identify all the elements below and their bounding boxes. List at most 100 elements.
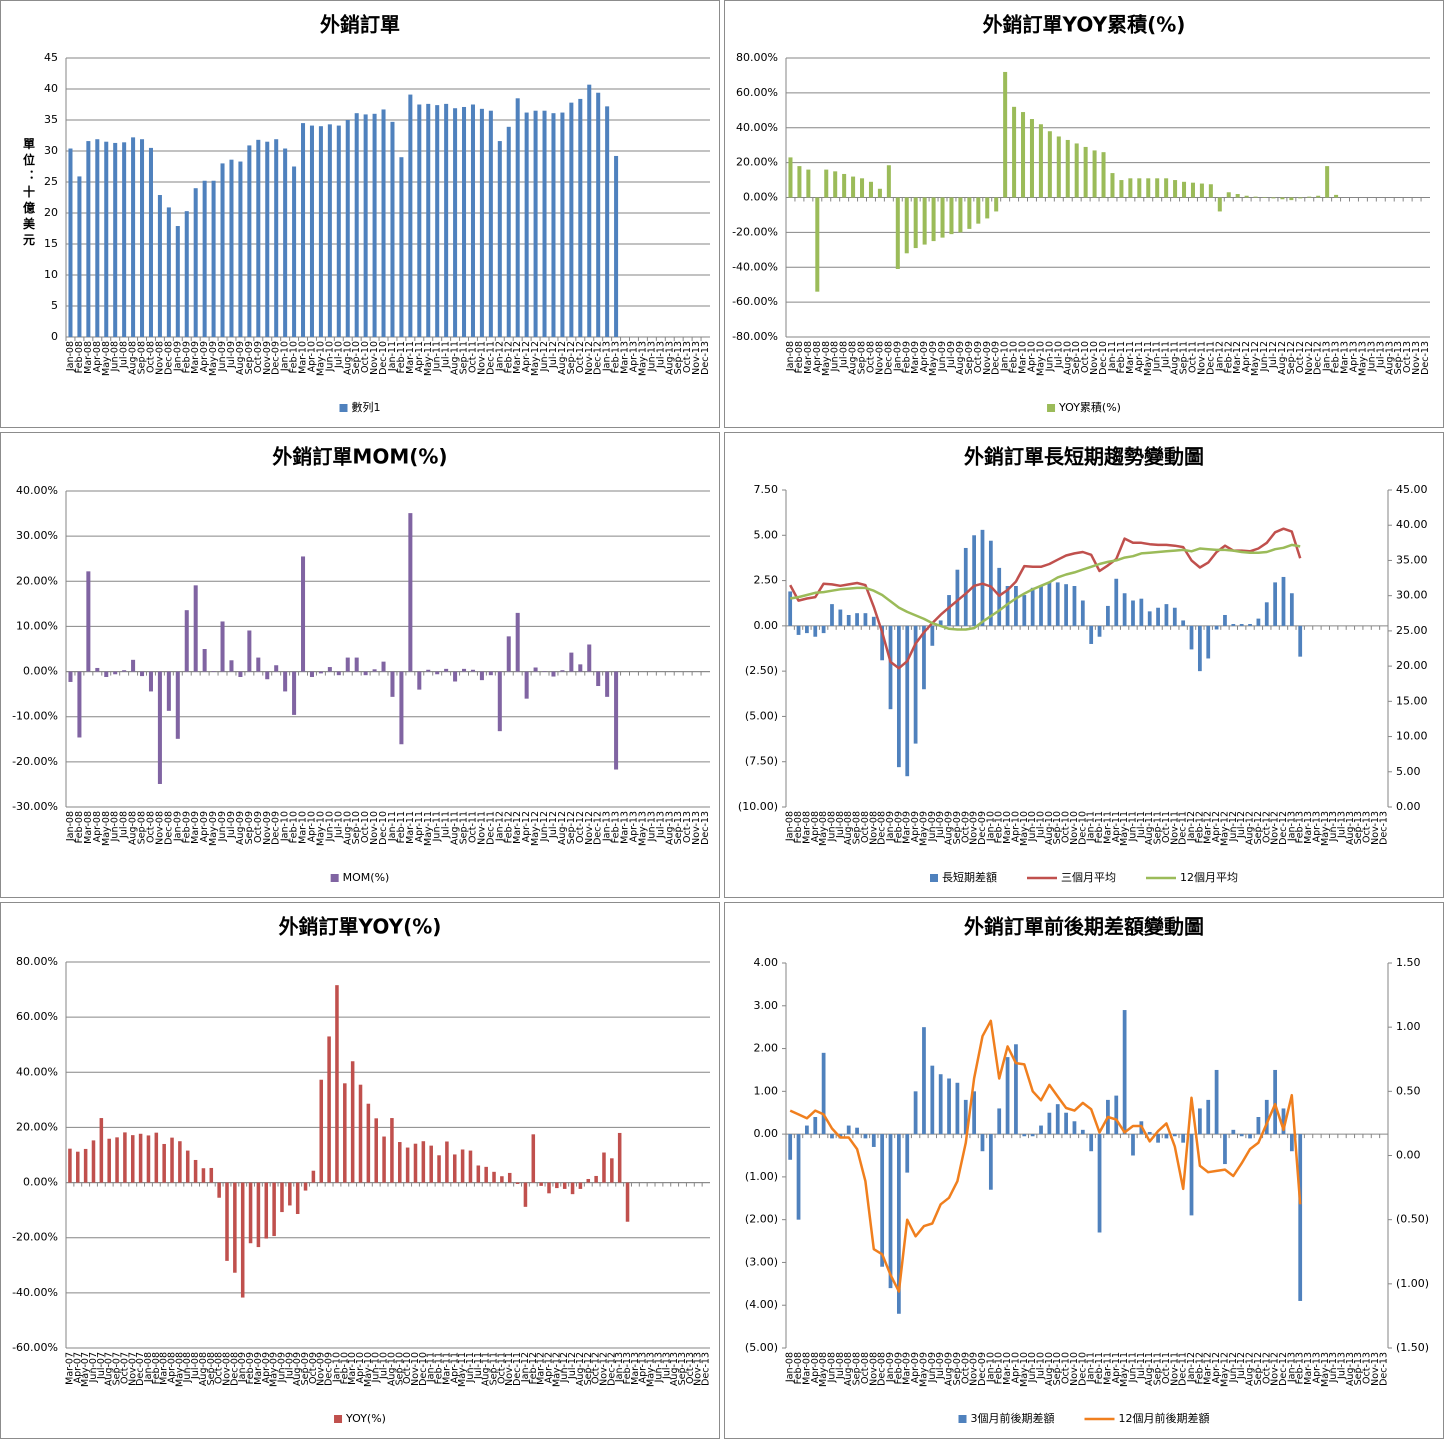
- bar: [240, 1182, 245, 1298]
- bar: [209, 1167, 214, 1183]
- y2-tick-label: (1.00): [1396, 1277, 1429, 1290]
- x-tick-label: Sep-11: [1179, 341, 1190, 374]
- bar: [1256, 618, 1261, 626]
- x-tick-label: Jul-13: [1337, 811, 1348, 839]
- bar: [863, 613, 868, 626]
- bar: [1231, 624, 1236, 626]
- x-tick-label: Jul-11: [441, 341, 452, 369]
- bar: [327, 667, 332, 672]
- x-tick-label: Jun-12: [1228, 811, 1239, 842]
- x-tick-label: Aug-08: [128, 811, 139, 845]
- x-tick-label: Jun-10: [324, 341, 335, 372]
- bar: [871, 616, 876, 626]
- bar: [1056, 136, 1061, 198]
- x-tick-label: Dec-11: [1205, 341, 1216, 375]
- bar: [1065, 139, 1070, 198]
- bar: [301, 123, 306, 337]
- x-tick-label: Jan-10: [985, 811, 996, 842]
- bar: [587, 84, 592, 337]
- bar: [824, 169, 829, 198]
- x-tick-label: Aug-10: [342, 811, 353, 845]
- x-tick-label: Dec-09: [977, 1352, 988, 1386]
- x-tick-label: Apr-13: [1311, 1352, 1322, 1383]
- x-tick-label: Jan-10: [331, 1352, 342, 1383]
- x-tick-label: Feb-08: [793, 1352, 804, 1384]
- bar: [1055, 1104, 1060, 1135]
- bar: [539, 1182, 543, 1186]
- bar: [947, 1078, 951, 1135]
- x-tick-label: Nov-08: [874, 341, 885, 375]
- x-tick-label: Sep-08: [852, 1352, 863, 1385]
- x-tick-label: Oct-12: [1295, 341, 1306, 373]
- bar: [220, 621, 225, 672]
- bar: [497, 671, 502, 732]
- x-tick-label: Nov-09: [262, 811, 273, 845]
- bar: [797, 166, 802, 198]
- bar: [821, 625, 826, 634]
- x-tick-label: Mar-10: [1018, 341, 1029, 374]
- bar: [1029, 119, 1034, 198]
- x-tick-label: May-10: [315, 341, 326, 376]
- x-tick-label: May-09: [918, 1352, 929, 1387]
- x-tick-label: Dec-10: [1077, 811, 1088, 845]
- bar: [382, 1136, 386, 1183]
- x-tick-label: Feb-09: [181, 811, 192, 843]
- x-tick-label: Jul-10: [1036, 811, 1047, 839]
- x-tick-label: Mar-09: [910, 341, 921, 374]
- x-tick-label: May-13: [637, 341, 648, 376]
- x-tick-label: Nov-11: [504, 1352, 515, 1386]
- x-tick-label: Dec-08: [883, 341, 894, 375]
- legend-symbol: [330, 874, 339, 882]
- x-tick-label: Jun-11: [1127, 811, 1138, 842]
- x-tick-label: Aug-09: [292, 1352, 303, 1386]
- x-tick-label: Jul-08: [835, 811, 846, 839]
- bar: [170, 1137, 174, 1183]
- x-tick-label: Feb-10: [1009, 341, 1020, 373]
- x-tick-label: Aug-13: [669, 1352, 680, 1386]
- bar: [1248, 1134, 1252, 1139]
- x-tick-label: Oct-07: [119, 1352, 130, 1384]
- x-tick-label: Mar-13: [1303, 1352, 1314, 1385]
- x-tick-label: Dec-08: [229, 1352, 240, 1386]
- x-tick-label: Mar-08: [803, 341, 814, 374]
- bar: [372, 113, 377, 337]
- x-tick-label: Oct-12: [591, 1352, 602, 1384]
- x-tick-label: Feb-11: [396, 341, 407, 373]
- x-tick-label: Oct-09: [960, 1352, 971, 1384]
- x-tick-label: Mar-11: [405, 811, 416, 844]
- bar: [1139, 598, 1144, 626]
- x-tick-label: Apr-08: [812, 341, 823, 372]
- x-tick-label: Jan-08: [143, 1352, 154, 1383]
- bar: [1181, 1134, 1186, 1143]
- x-tick-label: Jan-13: [1322, 341, 1333, 372]
- x-tick-label: Sep-08: [852, 811, 863, 844]
- x-tick-label: May-13: [1357, 341, 1368, 376]
- x-tick-label: Jul-09: [935, 811, 946, 839]
- y-tick-label: 60.00%: [16, 1010, 58, 1023]
- x-tick-label: Aug-10: [1044, 1352, 1055, 1386]
- x-tick-label: Feb-12: [503, 341, 514, 373]
- bar: [372, 669, 377, 672]
- bar: [1289, 1134, 1294, 1152]
- bar: [1014, 586, 1018, 626]
- bar: [327, 124, 332, 337]
- bar: [479, 108, 484, 337]
- x-tick-label: Sep-08: [137, 811, 148, 844]
- bar: [1264, 602, 1269, 626]
- x-tick-label: Nov-13: [693, 1352, 704, 1386]
- bar: [851, 176, 856, 198]
- bar: [247, 145, 252, 337]
- bar: [1080, 600, 1085, 626]
- x-tick-label: Apr-12: [1211, 1352, 1222, 1383]
- bar: [1137, 178, 1142, 198]
- bar: [886, 165, 891, 198]
- y2-tick-label: 30.00: [1396, 589, 1428, 602]
- x-tick-label: Jan-09: [885, 1352, 896, 1383]
- bar: [225, 1182, 229, 1261]
- x-tick-label: Feb-08: [74, 811, 85, 843]
- x-tick-label: Jun-09: [927, 1352, 938, 1383]
- bar: [855, 1127, 859, 1135]
- bar: [1128, 178, 1133, 198]
- y-tick-label: -60.00%: [12, 1341, 58, 1354]
- x-tick-label: Jun-07: [88, 1352, 99, 1383]
